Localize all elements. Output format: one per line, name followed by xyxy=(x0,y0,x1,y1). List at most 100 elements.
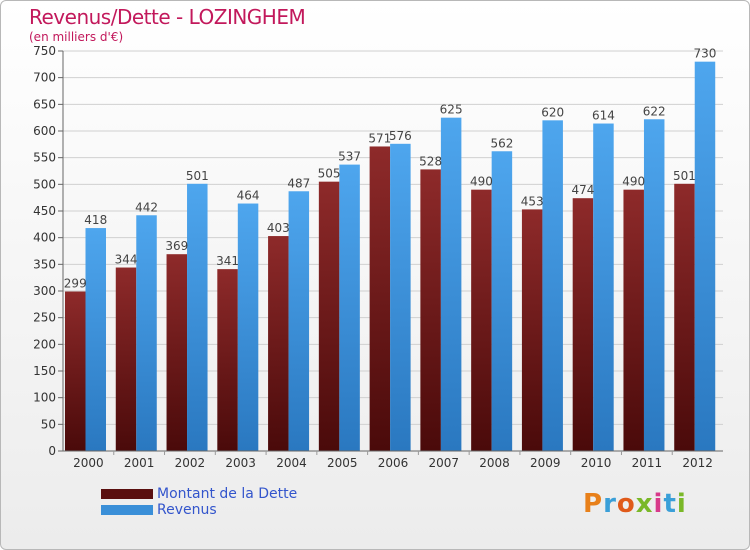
bar-dette xyxy=(572,198,594,451)
y-tick-label: 150 xyxy=(33,364,56,378)
bar-revenus xyxy=(339,164,360,451)
bars xyxy=(65,61,716,452)
y-tick-label: 600 xyxy=(33,124,56,138)
proxiti-logo: Proxiti xyxy=(583,489,687,519)
data-label-dette: 490 xyxy=(622,175,645,189)
bar-revenus xyxy=(187,183,208,452)
brand-letter: x xyxy=(635,489,654,519)
chart-subtitle: (en milliers d'€) xyxy=(29,30,124,44)
bar-dette xyxy=(268,236,289,451)
legend-label-revenus: Revenus xyxy=(157,502,217,518)
data-label-dette: 474 xyxy=(571,183,594,197)
x-tick-label: 2010 xyxy=(581,456,612,470)
data-label-revenus: 620 xyxy=(541,105,564,119)
data-label-revenus: 418 xyxy=(84,213,107,227)
x-tick-label: 2007 xyxy=(428,456,459,470)
bar-revenus xyxy=(288,191,310,451)
data-label-revenus: 614 xyxy=(592,109,615,123)
bar-revenus xyxy=(440,117,462,452)
brand-letter: t xyxy=(663,489,677,519)
y-tick-label: 550 xyxy=(33,151,56,165)
y-tick-label: 700 xyxy=(33,71,56,85)
data-label-dette: 528 xyxy=(419,154,442,168)
y-tick-label: 0 xyxy=(48,444,56,458)
data-label-revenus: 576 xyxy=(389,129,412,143)
bar-dette xyxy=(217,269,238,451)
x-tick-label: 2008 xyxy=(479,456,510,470)
x-tick-label: 2004 xyxy=(276,456,307,470)
x-tick-label: 2005 xyxy=(327,456,358,470)
data-label-revenus: 730 xyxy=(694,47,717,61)
y-tick-label: 300 xyxy=(33,284,56,298)
data-label-dette: 490 xyxy=(470,175,493,189)
bar-revenus xyxy=(237,203,259,451)
x-tick-label: 2003 xyxy=(225,456,256,470)
data-labels: 2994183444423695013414644034875055375715… xyxy=(64,47,717,291)
bar-revenus xyxy=(390,143,411,452)
bar-dette xyxy=(115,267,137,451)
y-tick-label: 350 xyxy=(33,257,56,271)
legend-swatch-revenus xyxy=(101,505,153,515)
x-tick-label: 2011 xyxy=(632,456,663,470)
data-label-revenus: 442 xyxy=(135,200,158,214)
bar-dette xyxy=(471,189,492,451)
x-tick-label: 2012 xyxy=(682,456,713,470)
x-tick-label: 2009 xyxy=(530,456,561,470)
axes: 0 50 100 150 200 250 300 350 400 450 500 550 600 650 7… xyxy=(33,44,723,470)
data-label-revenus: 464 xyxy=(237,189,260,203)
data-label-dette: 571 xyxy=(368,131,391,145)
bar-revenus xyxy=(593,123,614,452)
brand-letter: P xyxy=(583,489,604,519)
brand-letter: i xyxy=(653,489,664,519)
chart-title: Revenus/Dette - LOZINGHEM xyxy=(29,5,306,29)
bar-revenus xyxy=(136,215,157,451)
y-tick-label: 450 xyxy=(33,204,56,218)
y-tick-label: 500 xyxy=(33,177,56,191)
y-tick-label: 100 xyxy=(33,391,56,405)
data-label-dette: 501 xyxy=(673,169,696,183)
y-tick-label: 400 xyxy=(33,231,56,245)
data-label-dette: 344 xyxy=(115,253,138,267)
data-label-dette: 453 xyxy=(521,194,544,208)
data-label-dette: 505 xyxy=(318,167,341,181)
x-tick-label: 2006 xyxy=(378,456,409,470)
brand-letter: i xyxy=(676,489,687,519)
data-label-dette: 403 xyxy=(267,221,290,235)
bar-revenus xyxy=(643,119,665,452)
bar-dette xyxy=(369,146,391,451)
data-label-dette: 299 xyxy=(64,277,87,291)
data-label-revenus: 501 xyxy=(186,169,209,183)
legend-swatch-dette xyxy=(101,489,153,499)
bar-dette xyxy=(521,209,543,451)
bar-dette xyxy=(420,169,441,451)
bar-revenus xyxy=(694,61,716,452)
x-tick-label: 2000 xyxy=(73,456,104,470)
data-label-revenus: 487 xyxy=(287,176,310,190)
bar-dette xyxy=(65,291,86,451)
data-label-dette: 369 xyxy=(165,239,188,253)
data-label-revenus: 625 xyxy=(440,103,463,117)
legend-label-dette: Montant de la Dette xyxy=(157,486,298,502)
data-label-revenus: 537 xyxy=(338,150,361,164)
brand-letter: o xyxy=(616,489,636,519)
x-tick-label: 2002 xyxy=(175,456,206,470)
data-label-revenus: 622 xyxy=(643,104,666,118)
bar-revenus xyxy=(542,120,563,451)
y-tick-label: 750 xyxy=(33,44,56,58)
data-label-dette: 341 xyxy=(216,254,239,268)
data-label-revenus: 562 xyxy=(490,136,513,150)
bar-revenus xyxy=(85,228,106,451)
bar-dette xyxy=(623,189,644,451)
y-tick-label: 200 xyxy=(33,337,56,351)
brand-letter: r xyxy=(603,489,617,519)
x-tick-label: 2001 xyxy=(124,456,155,470)
y-tick-label: 650 xyxy=(33,97,56,111)
y-tick-label: 250 xyxy=(33,311,56,325)
bar-dette xyxy=(674,183,695,452)
bar-revenus xyxy=(491,151,513,451)
y-tick-label: 50 xyxy=(41,417,56,431)
bar-dette xyxy=(166,254,188,451)
bar-dette xyxy=(318,181,340,451)
